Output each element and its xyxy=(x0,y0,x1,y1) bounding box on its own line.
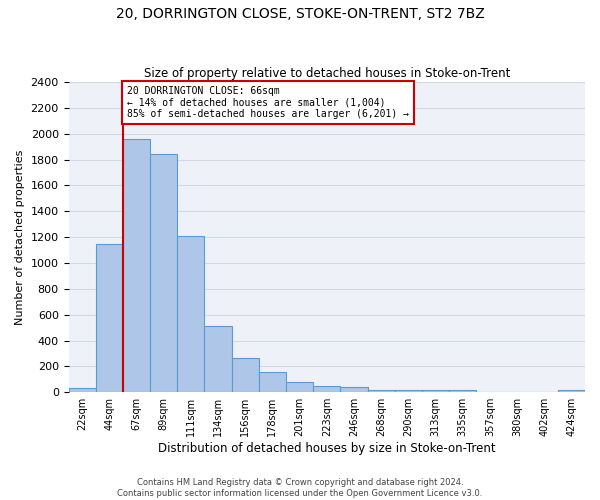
Bar xyxy=(340,387,368,392)
Bar xyxy=(68,388,96,392)
Bar xyxy=(313,386,340,392)
Bar xyxy=(177,236,205,392)
Bar xyxy=(232,358,259,392)
Bar xyxy=(395,390,422,392)
Bar xyxy=(422,390,449,392)
Bar xyxy=(205,326,232,392)
Bar xyxy=(449,390,476,392)
Bar xyxy=(286,382,313,392)
Bar xyxy=(150,154,177,392)
Text: 20, DORRINGTON CLOSE, STOKE-ON-TRENT, ST2 7BZ: 20, DORRINGTON CLOSE, STOKE-ON-TRENT, ST… xyxy=(116,8,484,22)
Bar xyxy=(368,390,395,392)
Text: 20 DORRINGTON CLOSE: 66sqm
← 14% of detached houses are smaller (1,004)
85% of s: 20 DORRINGTON CLOSE: 66sqm ← 14% of deta… xyxy=(127,86,409,119)
Bar xyxy=(123,139,150,392)
Bar xyxy=(96,244,123,392)
Bar xyxy=(259,372,286,392)
Text: Contains HM Land Registry data © Crown copyright and database right 2024.
Contai: Contains HM Land Registry data © Crown c… xyxy=(118,478,482,498)
Bar xyxy=(558,390,585,392)
Title: Size of property relative to detached houses in Stoke-on-Trent: Size of property relative to detached ho… xyxy=(143,66,510,80)
Y-axis label: Number of detached properties: Number of detached properties xyxy=(15,150,25,325)
X-axis label: Distribution of detached houses by size in Stoke-on-Trent: Distribution of detached houses by size … xyxy=(158,442,496,455)
